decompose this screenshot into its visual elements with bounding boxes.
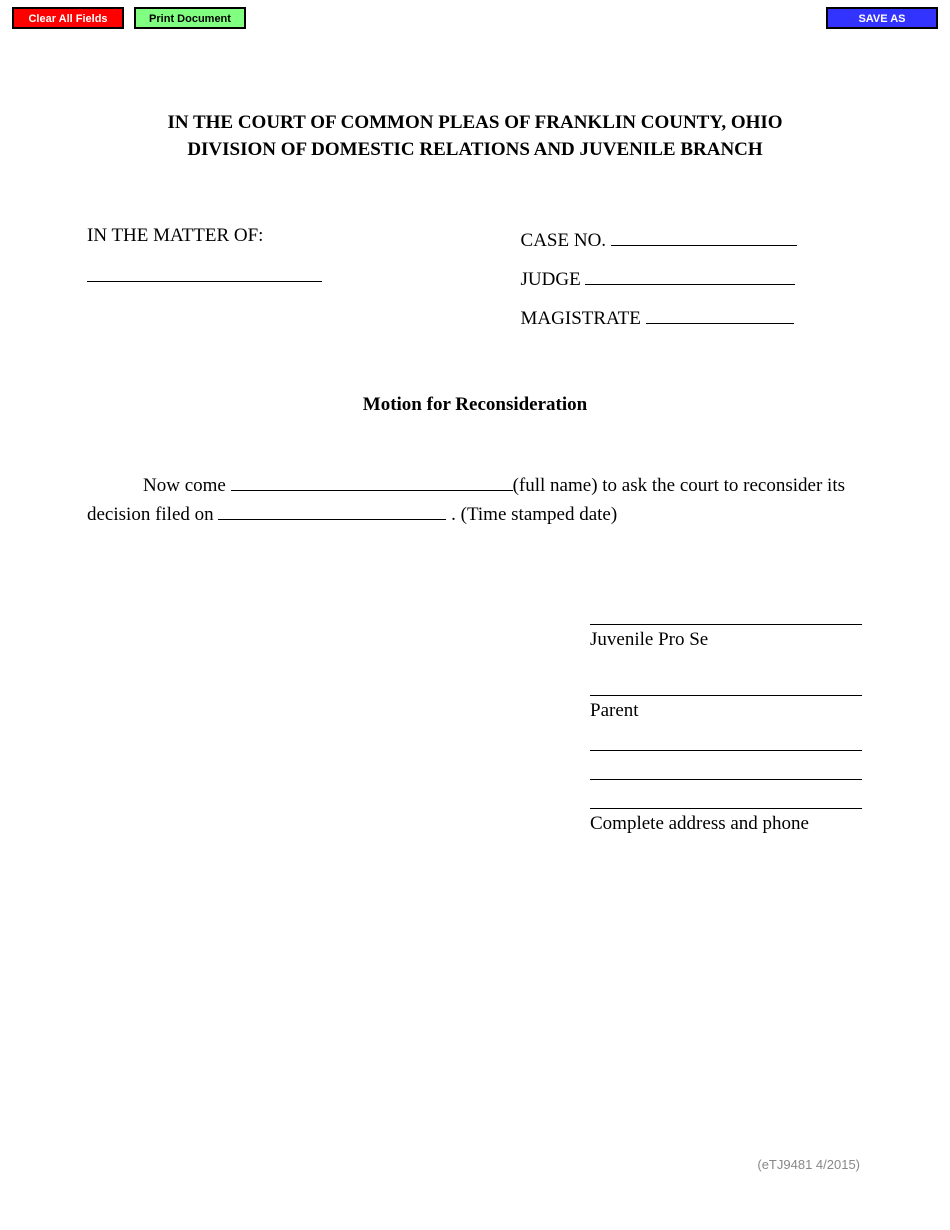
magistrate-field[interactable] [646,303,794,324]
matter-name-field[interactable] [87,281,322,282]
address-line-1[interactable] [590,750,862,751]
full-name-hint: (full name) to ask the court to reconsid… [513,475,845,496]
address-line-1-group [590,750,863,751]
address-line-2[interactable] [590,779,862,780]
magistrate-row: MAGISTRATE [521,303,863,330]
form-id: (eTJ9481 4/2015) [757,1157,860,1172]
case-no-row: CASE NO. [521,225,863,252]
signature-block: Juvenile Pro Se Parent Complete address … [590,624,863,835]
magistrate-label: MAGISTRATE [521,308,641,329]
motion-title: Motion for Reconsideration [87,394,863,416]
in-the-matter-of-label: IN THE MATTER OF: [87,225,459,247]
motion-body: Now come (full name) to ask the court to… [87,470,863,529]
case-no-label: CASE NO. [521,230,607,251]
judge-field[interactable] [585,264,795,285]
address-label: Complete address and phone [590,813,863,835]
juvenile-signature-label: Juvenile Pro Se [590,629,863,651]
case-header: IN THE MATTER OF: CASE NO. JUDGE MAGISTR… [87,225,863,342]
case-right-column: CASE NO. JUDGE MAGISTRATE [491,225,863,342]
juvenile-signature-line[interactable] [590,624,862,625]
juvenile-signature-group: Juvenile Pro Se [590,624,863,651]
case-left-column: IN THE MATTER OF: [87,225,459,342]
now-come-text: Now come [143,475,226,496]
address-line-2-group [590,779,863,780]
parent-signature-line[interactable] [590,695,862,696]
court-header: IN THE COURT OF COMMON PLEAS OF FRANKLIN… [87,110,863,163]
judge-label: JUDGE [521,269,581,290]
address-line-3-group: Complete address and phone [590,808,863,835]
document-page: IN THE COURT OF COMMON PLEAS OF FRANKLIN… [0,0,950,895]
judge-row: JUDGE [521,264,863,291]
court-header-line2: DIVISION OF DOMESTIC RELATIONS AND JUVEN… [87,137,863,164]
decision-date-field[interactable] [218,499,446,520]
time-stamp-hint: . (Time stamped date) [451,504,617,525]
parent-signature-group: Parent [590,695,863,722]
parent-signature-label: Parent [590,700,863,722]
court-header-line1: IN THE COURT OF COMMON PLEAS OF FRANKLIN… [87,110,863,137]
address-line-3[interactable] [590,808,862,809]
full-name-field[interactable] [231,470,513,491]
decision-filed-text: decision filed on [87,504,214,525]
case-no-field[interactable] [611,225,797,246]
